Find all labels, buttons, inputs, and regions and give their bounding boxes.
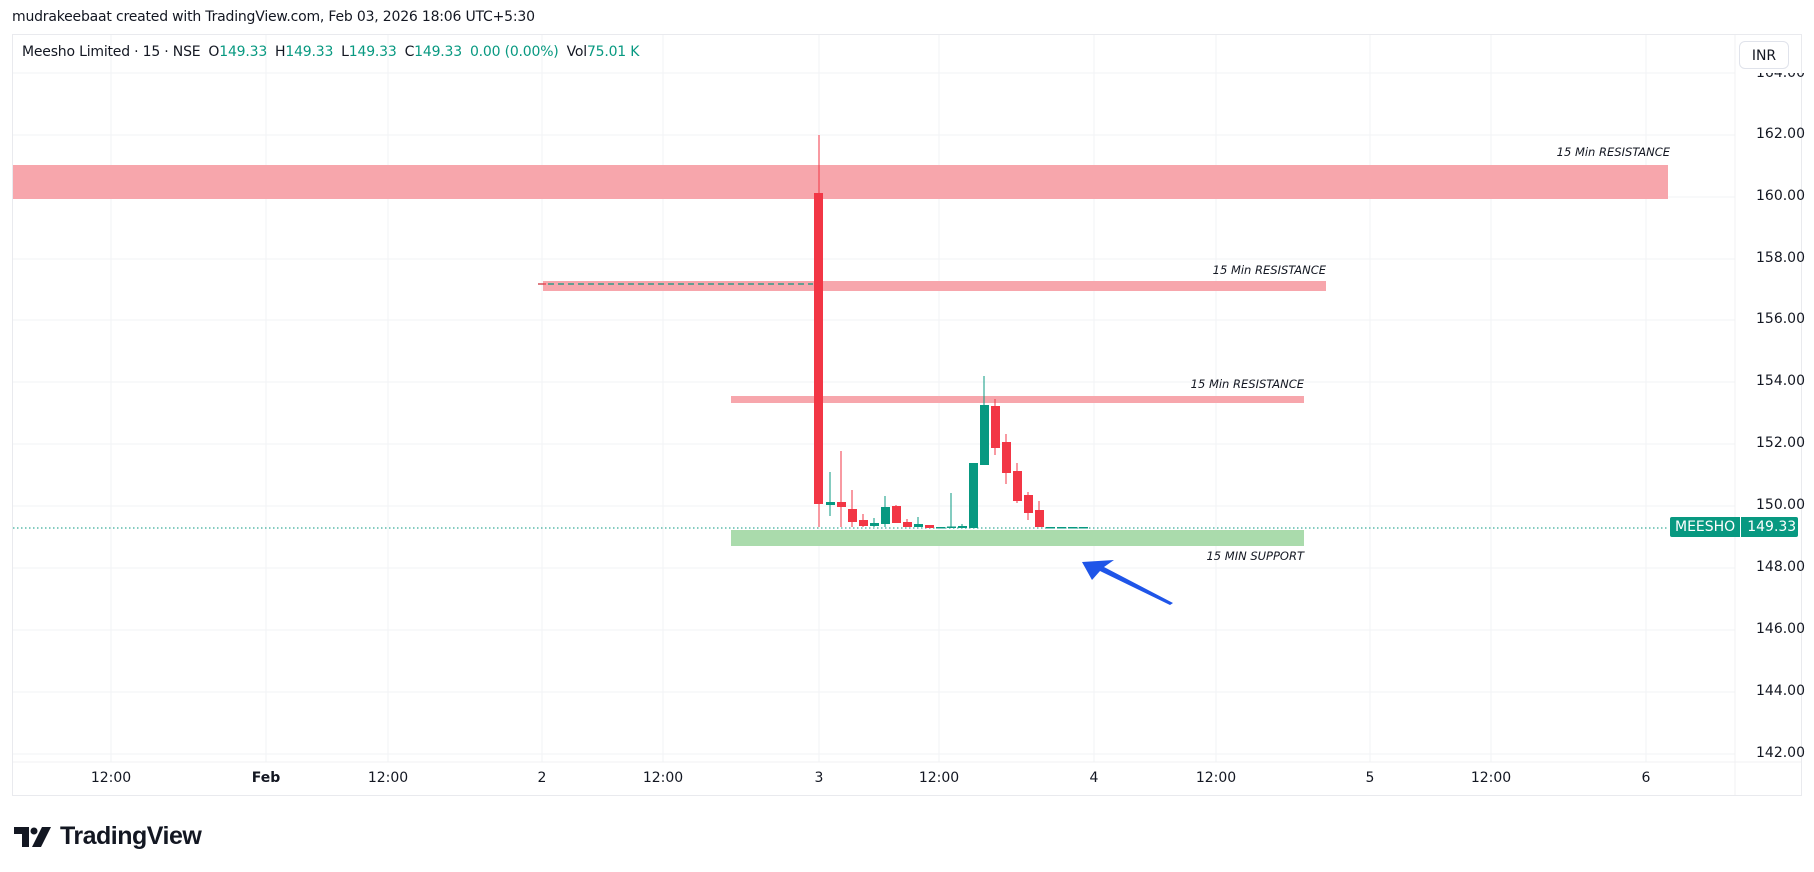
resistance-zone-mid: [543, 281, 1326, 291]
support-zone: [731, 530, 1304, 546]
time-axis[interactable]: 12:00 Feb 12:00 2 12:00 3 12:00 4 12:00 …: [0, 770, 1735, 794]
time-label: 12:00: [1470, 770, 1512, 786]
price-label: 148.00: [1756, 559, 1805, 575]
time-label: 12:00: [367, 770, 409, 786]
price-label: 152.00: [1756, 435, 1805, 451]
legend-volume-value: 75.01 K: [586, 44, 640, 60]
candles: [814, 135, 1088, 529]
time-label: 2: [537, 770, 547, 786]
legend-high-label: H: [275, 44, 286, 60]
time-label: Feb: [251, 770, 281, 786]
legend-open-label: O: [208, 44, 220, 60]
time-label: 12:00: [90, 770, 132, 786]
price-label: 154.00: [1756, 373, 1805, 389]
legend-volume-label: Vol: [566, 44, 588, 60]
time-label: 4: [1089, 770, 1099, 786]
legend-close-value: 149.33: [414, 44, 462, 60]
price-label: 164.00: [1756, 65, 1805, 81]
legend-low-value: 149.33: [348, 44, 397, 60]
legend-open-value: 149.33: [219, 44, 268, 60]
price-label: 144.00: [1756, 683, 1805, 699]
currency-button[interactable]: INR: [1739, 41, 1789, 69]
attribution-text: mudrakeebaat created with TradingView.co…: [12, 9, 535, 25]
legend-high-value: 149.33: [285, 44, 334, 60]
resistance-zone-low: [731, 396, 1304, 403]
tradingview-logo[interactable]: TradingView: [14, 822, 202, 851]
price-tag: 149.33: [1741, 517, 1799, 537]
tradingview-logo-icon: [14, 826, 51, 847]
last-price-tag: MEESHO 149.33: [1670, 517, 1799, 537]
logo-text: TradingView: [60, 822, 202, 850]
price-label: 158.00: [1756, 250, 1805, 266]
time-label: 3: [814, 770, 824, 786]
legend-symbol[interactable]: Meesho Limited · 15 · NSE: [22, 44, 201, 60]
blue-arrow-icon: [1082, 560, 1173, 605]
time-label: 12:00: [1195, 770, 1237, 786]
label-resistance-mid: 15 Min RESISTANCE: [1212, 263, 1326, 277]
price-axis[interactable]: 164.00 162.00 160.00 158.00 156.00 154.0…: [1736, 35, 1805, 762]
time-label: 6: [1641, 770, 1651, 786]
resistance-zone-top: [13, 165, 1668, 199]
time-label: 12:00: [918, 770, 960, 786]
price-label: 160.00: [1756, 188, 1805, 204]
chart-frame: [12, 34, 1802, 796]
label-support: 15 MIN SUPPORT: [1206, 549, 1304, 563]
price-label: 146.00: [1756, 621, 1805, 637]
ticker-tag: MEESHO: [1670, 517, 1741, 537]
legend-low-label: L: [341, 44, 349, 60]
legend-change: 0.00 (0.00%): [469, 44, 559, 60]
legend-close-label: C: [404, 44, 415, 60]
time-label: 5: [1365, 770, 1375, 786]
price-label: 142.00: [1756, 745, 1805, 761]
time-label: 12:00: [642, 770, 684, 786]
label-resistance-low: 15 Min RESISTANCE: [1190, 377, 1304, 391]
price-label: 150.00: [1756, 497, 1805, 513]
price-label: 162.00: [1756, 126, 1805, 142]
price-label: 156.00: [1756, 311, 1805, 327]
symbol-legend: Meesho Limited · 15 · NSE O 149.33 H 149…: [22, 44, 639, 60]
label-resistance-top: 15 Min RESISTANCE: [1556, 145, 1670, 159]
